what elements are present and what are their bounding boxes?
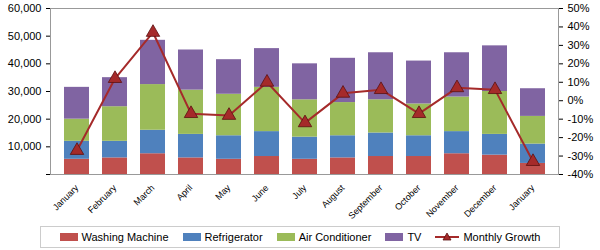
svg-text:July: July [290,182,309,201]
svg-text:April: April [175,183,195,203]
html-text:Refrigerator: Refrigerator [204,231,263,243]
svg-text:20,000: 20,000 [8,113,42,125]
svg-text:November: November [424,183,460,219]
svg-text:50,000: 50,000 [8,30,42,42]
svg-text:10,000: 10,000 [8,140,42,152]
svg-text:September: September [346,183,384,221]
svg-text:August: August [320,182,347,209]
svg-text:30,000: 30,000 [8,85,42,97]
svg-text:March: March [132,183,157,208]
svg-text:January: January [51,182,81,212]
svg-text:-40%: -40% [568,168,594,180]
svg-text:February: February [86,182,119,215]
svg-text:20%: 20% [568,57,590,69]
svg-text:60,000: 60,000 [8,2,42,14]
svg-text:May: May [213,182,232,201]
svg-text:40,000: 40,000 [8,57,42,69]
svg-text:40%: 40% [568,20,590,32]
html-text:Washing Machine: Washing Machine [81,231,169,243]
html-text:Monthly Growth: Monthly Growth [463,231,541,243]
svg-text:-30%: -30% [568,150,594,162]
svg-text:0%: 0% [568,94,584,106]
svg-text:50%: 50% [568,2,590,14]
svg-text:January: January [507,182,537,212]
svg-text:-10%: -10% [568,113,594,125]
svg-text:30%: 30% [568,39,590,51]
svg-text:December: December [462,183,498,219]
svg-text:October: October [393,183,423,213]
svg-text:10%: 10% [568,76,590,88]
html-text:Air Conditioner: Air Conditioner [298,231,372,243]
svg-text:-20%: -20% [568,131,594,143]
html-text:TV: TV [407,231,422,243]
svg-text:June: June [250,183,271,204]
